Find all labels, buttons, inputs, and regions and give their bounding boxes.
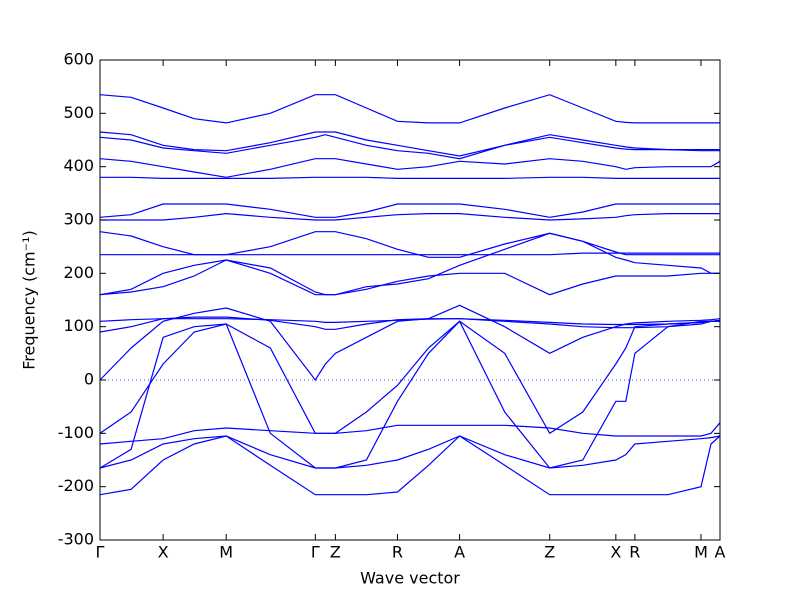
band-line	[99, 232, 720, 296]
y-tick-label: -200	[58, 476, 94, 495]
band-line	[99, 134, 720, 160]
band-line	[100, 252, 720, 256]
band-line	[99, 422, 721, 445]
x-tick-label: R	[629, 543, 640, 562]
x-tick-label: Γ	[311, 543, 320, 562]
x-tick-label: Z	[330, 543, 341, 562]
band-line	[99, 203, 720, 218]
band-line	[99, 158, 721, 178]
y-tick-label: 100	[63, 316, 94, 335]
y-axis-label: Frequency (cm⁻¹)	[20, 230, 39, 369]
x-tick-label: A	[715, 543, 726, 562]
x-tick-label: M	[694, 543, 708, 562]
band-line	[99, 131, 720, 157]
y-tick-label: 300	[63, 210, 94, 229]
band-line	[100, 176, 720, 179]
plot-frame	[99, 59, 721, 541]
band-line	[99, 304, 721, 382]
x-tick-label: Z	[544, 543, 555, 562]
band-line	[99, 320, 720, 469]
y-tick-label: -100	[58, 423, 94, 442]
y-tick-label: -300	[58, 530, 94, 549]
y-tick-label: 400	[63, 156, 94, 175]
band-line	[99, 435, 721, 469]
band-line	[99, 94, 720, 124]
y-tick-label: 600	[63, 50, 94, 69]
y-tick-label: 200	[63, 263, 94, 282]
band-line	[100, 212, 720, 221]
x-tick-label: Γ	[96, 543, 105, 562]
x-tick-label: R	[392, 543, 403, 562]
band-line	[99, 259, 720, 296]
x-tick-label: M	[219, 543, 233, 562]
x-axis-label: Wave vector	[360, 569, 460, 588]
x-tick-label: X	[158, 543, 169, 562]
y-tick-label: 500	[63, 103, 94, 122]
x-tick-label: A	[454, 543, 465, 562]
x-tick-label: X	[610, 543, 621, 562]
band-line	[99, 319, 721, 435]
y-tick-label: 0	[84, 370, 94, 389]
band-line	[99, 435, 721, 496]
